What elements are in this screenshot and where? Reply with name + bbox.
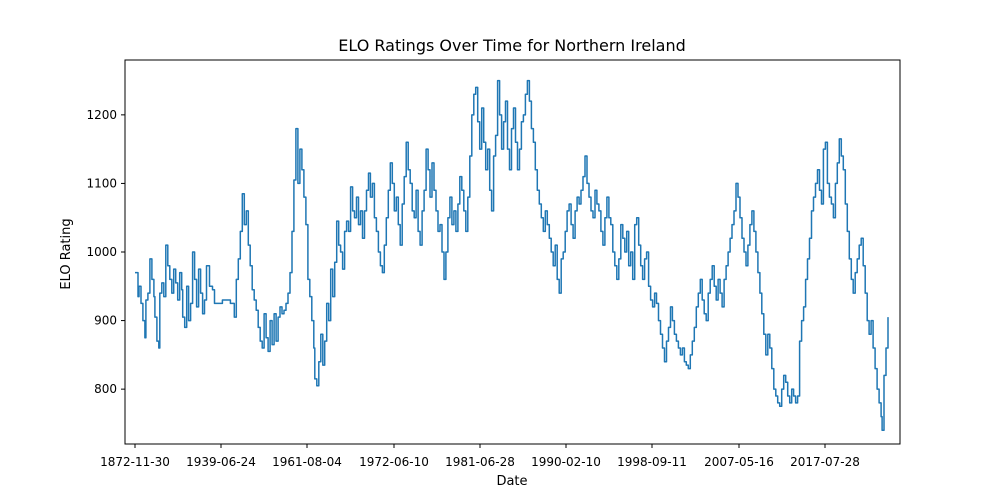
x-tick-label: 1998-09-11 <box>617 455 687 469</box>
y-tick-label: 1100 <box>86 176 117 190</box>
y-tick-label: 900 <box>94 314 117 328</box>
x-tick-label: 2017-07-28 <box>790 455 860 469</box>
y-axis-label: ELO Rating <box>59 218 74 289</box>
y-tick-label: 1000 <box>86 245 117 259</box>
y-tick-label: 1200 <box>86 108 117 122</box>
x-tick-label: 1961-08-04 <box>272 455 342 469</box>
x-axis-label: Date <box>496 474 527 489</box>
y-axis: 800 900 1000 1100 1200 <box>86 108 125 396</box>
x-tick-label: 1872-11-30 <box>100 455 170 469</box>
chart-title: ELO Ratings Over Time for Northern Irela… <box>338 36 686 55</box>
x-tick-label: 1939-06-24 <box>186 455 256 469</box>
x-tick-label: 1972-06-10 <box>359 455 429 469</box>
series-line <box>135 79 889 432</box>
x-tick-label: 1981-06-28 <box>445 455 515 469</box>
x-tick-label: 2007-05-16 <box>704 455 774 469</box>
x-axis: 1872-11-30 1939-06-24 1961-08-04 1972-06-10… <box>100 444 860 469</box>
x-tick-label: 1990-02-10 <box>531 455 601 469</box>
y-tick-label: 800 <box>94 382 117 396</box>
